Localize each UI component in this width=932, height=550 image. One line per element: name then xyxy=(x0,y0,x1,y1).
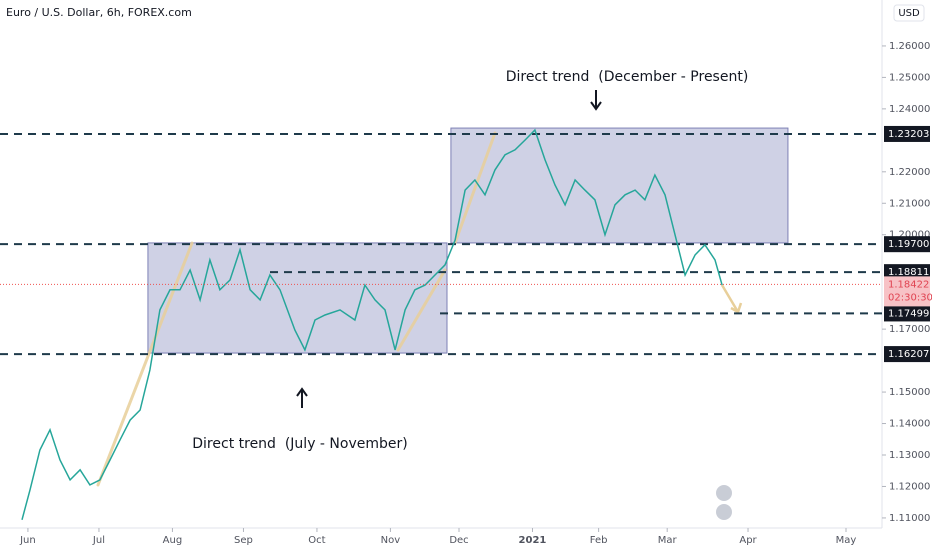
x-tick-label: Oct xyxy=(308,535,325,546)
level-label-box xyxy=(884,305,930,322)
projection-arrow xyxy=(720,284,743,314)
currency-box[interactable] xyxy=(893,4,925,22)
x-tick-label: Feb xyxy=(590,535,608,546)
y-tick-label: 1.14000 xyxy=(889,419,930,430)
x-tick-label: 2021 xyxy=(519,535,547,546)
price-line xyxy=(21,128,723,520)
currency[interactable]: USD xyxy=(898,8,920,19)
level-label-box xyxy=(884,346,930,363)
x-tick-label: Aug xyxy=(163,535,183,546)
y-tick-label: 1.26000 xyxy=(889,41,930,52)
event-icon[interactable] xyxy=(716,485,732,501)
level-label: 1.17499 xyxy=(888,308,929,319)
down-arrow xyxy=(590,90,602,111)
annotation: Direct trend (July - November) xyxy=(192,436,407,452)
x-tick-label: Dec xyxy=(449,535,468,546)
level-label-box xyxy=(884,264,930,281)
up-arrow xyxy=(296,387,308,408)
last-price-label: 1.18422 xyxy=(888,279,929,290)
y-tick-label: 1.25000 xyxy=(889,72,930,83)
trend-arrow xyxy=(453,131,497,245)
level-label-box xyxy=(884,125,930,142)
chart-title: Euro / U.S. Dollar, 6h, FOREX.com xyxy=(6,6,192,19)
y-tick-label: 1.13000 xyxy=(889,450,930,461)
countdown: 02:30:30 xyxy=(888,292,932,303)
level-label: 1.18811 xyxy=(888,267,929,278)
x-tick-label: May xyxy=(836,535,857,546)
x-tick-label: Apr xyxy=(739,535,757,546)
y-tick-label: 1.20000 xyxy=(889,230,930,241)
y-tick-label: 1.21000 xyxy=(889,198,930,209)
y-tick-label: 1.24000 xyxy=(889,104,930,115)
y-tick-label: 1.17000 xyxy=(889,324,930,335)
last-price-box xyxy=(884,276,930,307)
y-tick-label: 1.11000 xyxy=(889,513,930,524)
level-label: 1.19700 xyxy=(888,239,929,250)
x-tick-label: Mar xyxy=(658,535,678,546)
trend-arrow xyxy=(96,241,194,487)
x-tick-label: Jul xyxy=(92,535,105,546)
trend-arrow xyxy=(396,268,447,352)
event-icon[interactable] xyxy=(716,504,732,520)
zone xyxy=(450,127,789,244)
y-tick-label: 1.12000 xyxy=(889,481,930,492)
y-tick-label: 1.22000 xyxy=(889,167,930,178)
level-label: 1.23203 xyxy=(888,129,929,140)
annotation: Direct trend (December - Present) xyxy=(506,69,749,85)
level-label: 1.16207 xyxy=(888,349,929,360)
x-tick-label: Jun xyxy=(19,535,36,546)
y-tick-label: 1.15000 xyxy=(889,387,930,398)
x-tick-label: Sep xyxy=(234,535,253,546)
level-label-box xyxy=(884,236,930,253)
x-tick-label: Nov xyxy=(381,535,401,546)
